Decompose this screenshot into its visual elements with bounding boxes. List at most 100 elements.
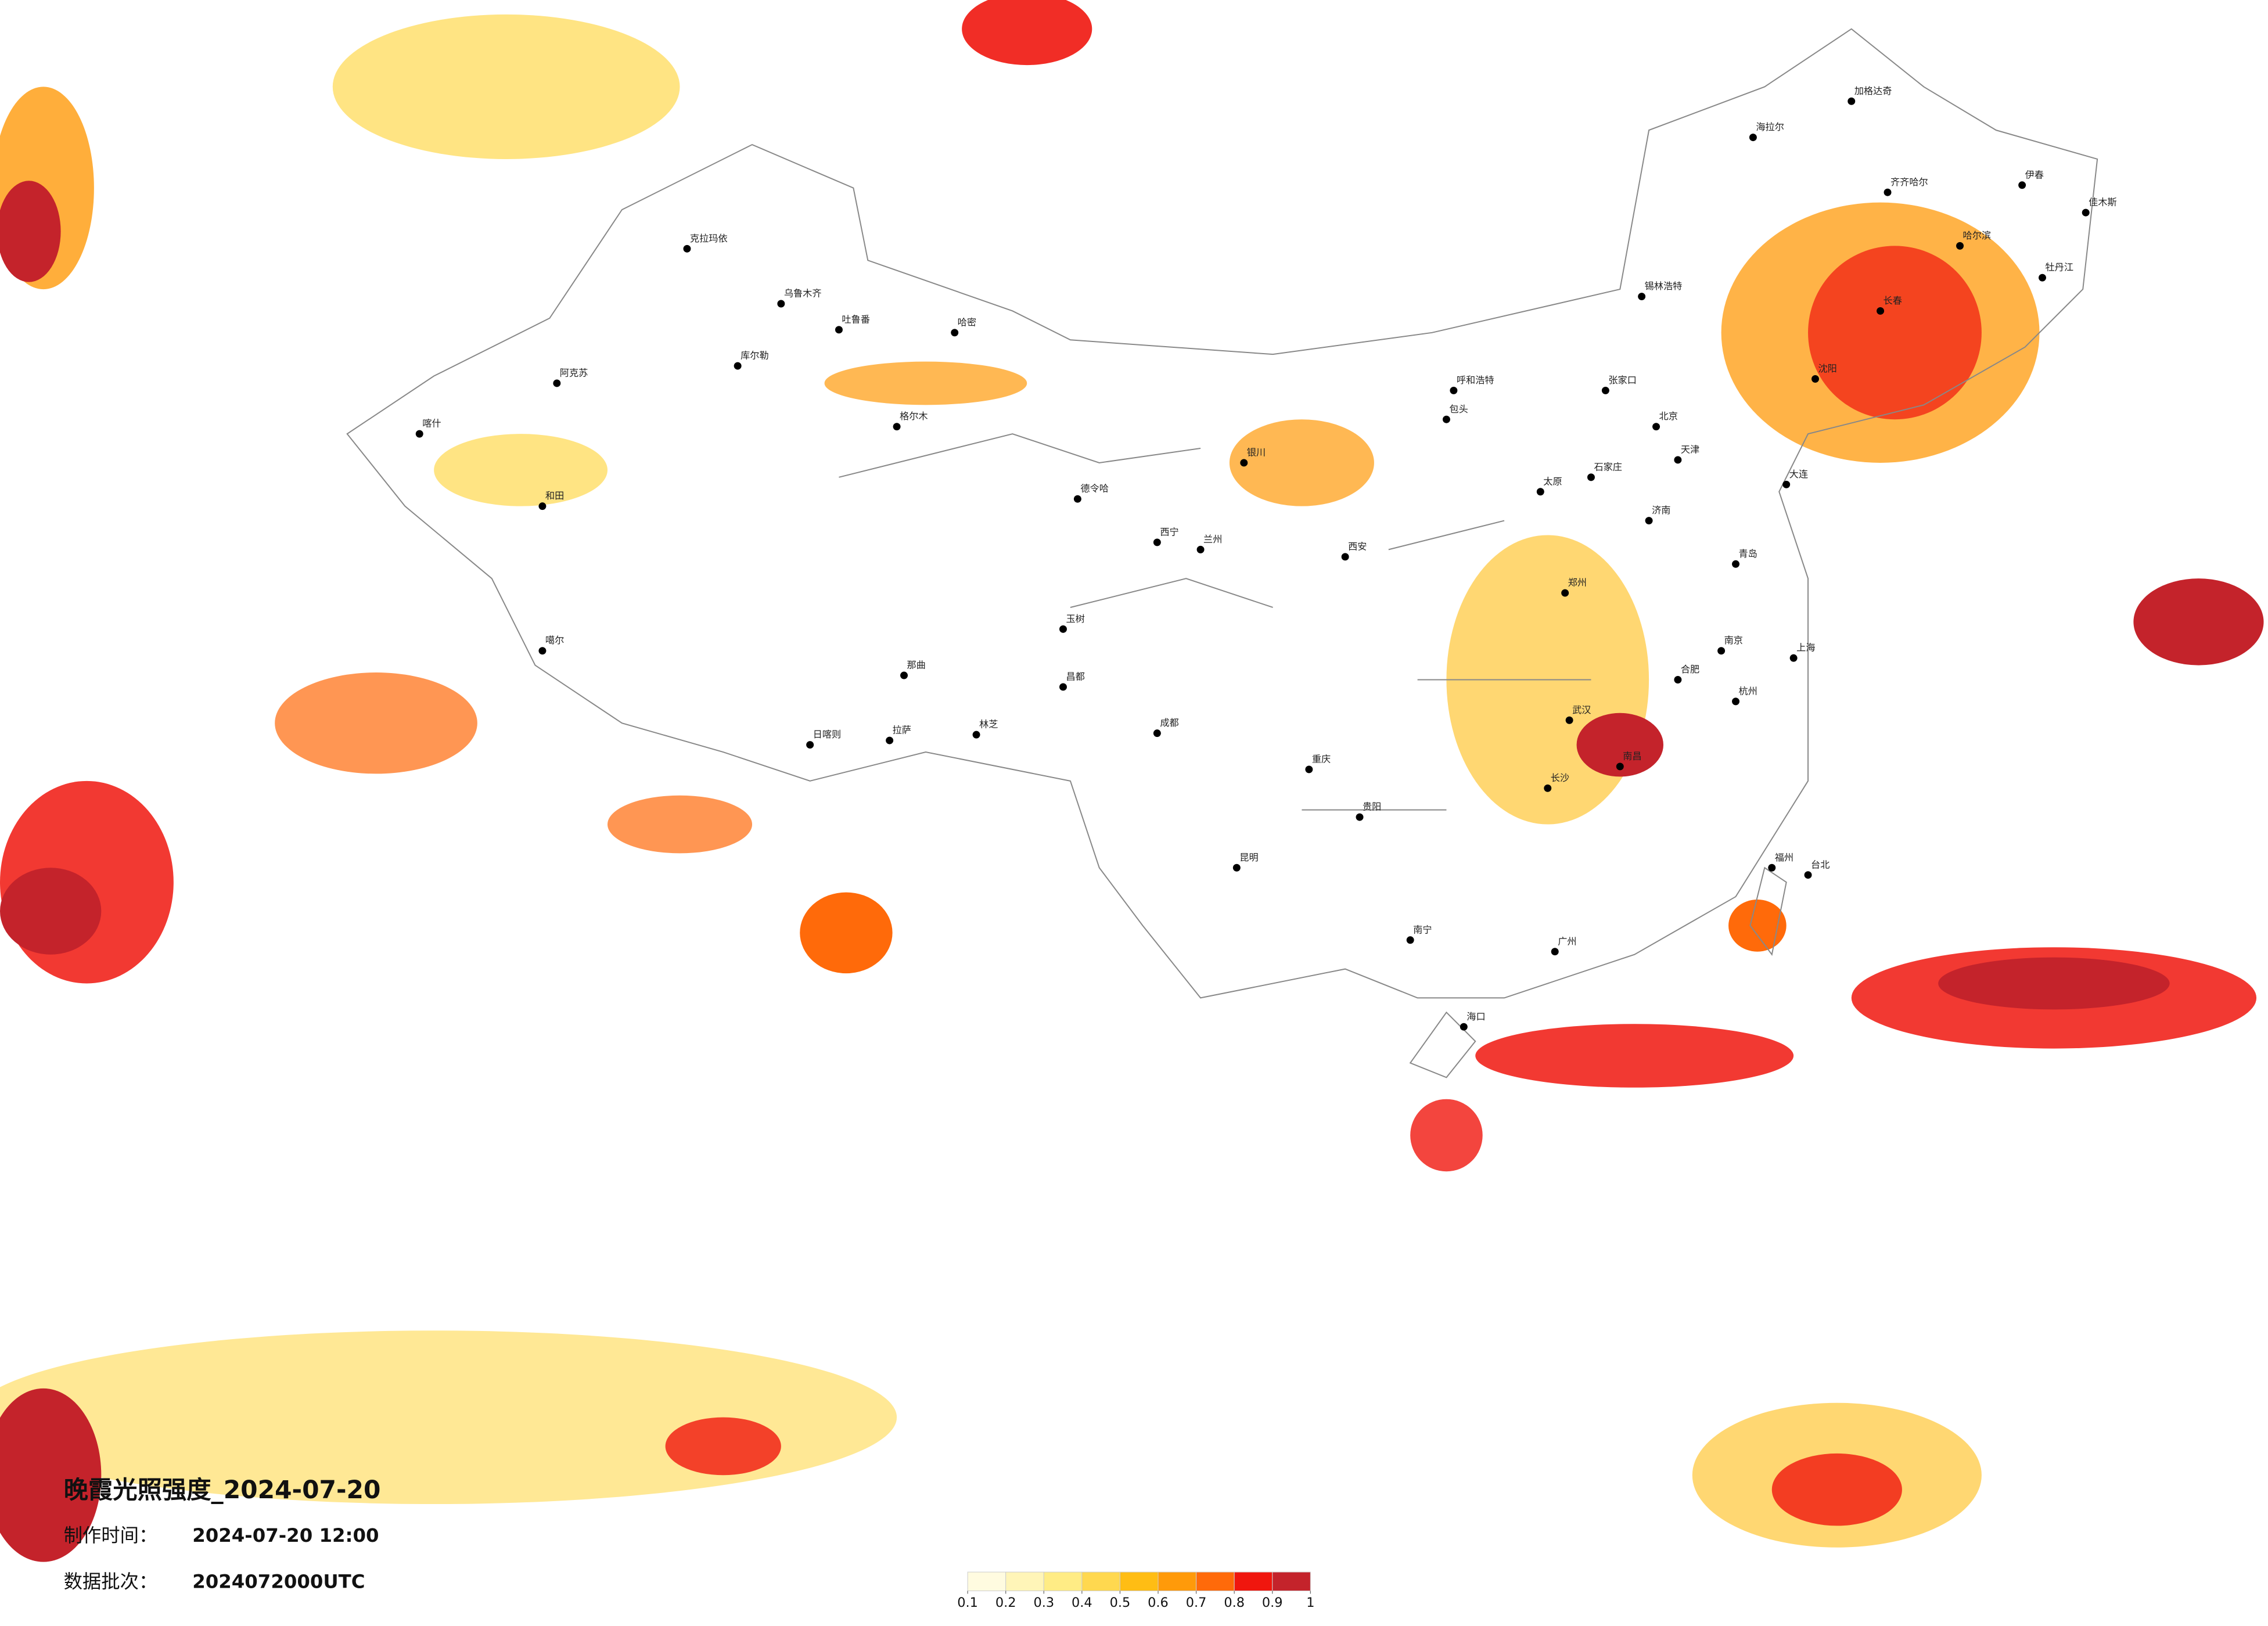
heat-layer	[0, 0, 2264, 1562]
colorbar-tick-label: 0.3	[1033, 1595, 1054, 1610]
city-label: 哈尔滨	[1963, 230, 1992, 241]
colorbar-tick-label: 0.5	[1110, 1595, 1131, 1610]
city-dot	[2018, 181, 2026, 189]
city-dot	[972, 731, 980, 739]
city-label: 阿克苏	[560, 368, 588, 379]
city-dot	[1732, 560, 1739, 568]
city-dot	[2039, 274, 2046, 282]
city-label: 喀什	[422, 418, 441, 429]
city-label: 青岛	[1739, 548, 1757, 559]
city-label: 长春	[1884, 295, 1902, 306]
city-label: 郑州	[1568, 577, 1587, 588]
city-dot	[734, 362, 742, 370]
city-dot	[1551, 948, 1559, 956]
city-label: 杭州	[1739, 685, 1757, 696]
city-dot	[777, 300, 785, 308]
city-dot	[683, 244, 691, 253]
city-label: 哈密	[958, 316, 976, 328]
city-dot	[1073, 495, 1081, 503]
city-dot	[1638, 293, 1646, 301]
city-dot	[1153, 538, 1161, 546]
batch-label: 数据批次：	[64, 1570, 158, 1592]
city-dot	[1059, 683, 1067, 691]
city-label: 锡林浩特	[1645, 280, 1683, 292]
city-dot	[1356, 813, 1364, 821]
city-dot	[538, 647, 547, 655]
city-label: 贵阳	[1363, 801, 1381, 812]
city-label: 日喀则	[813, 729, 842, 740]
colorbar-swatch	[1158, 1571, 1197, 1591]
city-label: 成都	[1160, 717, 1178, 728]
made-label: 制作时间：	[64, 1524, 158, 1546]
city-label: 台北	[1811, 859, 1830, 870]
city-label: 西安	[1348, 541, 1367, 552]
city-label: 大连	[1789, 469, 1808, 480]
colorbar-tick-label: 0.2	[995, 1595, 1016, 1610]
city-dot	[1565, 716, 1573, 724]
city-label: 长沙	[1551, 772, 1569, 783]
city-dot	[1232, 864, 1241, 872]
city-label: 玉树	[1066, 613, 1084, 624]
city-dot	[1240, 459, 1248, 467]
city-label: 佳木斯	[2089, 197, 2117, 208]
city-dot	[1732, 697, 1739, 706]
city-dot	[835, 326, 843, 334]
city-label: 噶尔	[545, 635, 564, 646]
colorbar-tick-label: 0.1	[957, 1595, 978, 1610]
city-label: 吐鲁番	[842, 314, 870, 325]
city-dot	[1196, 545, 1205, 553]
city-dot	[1884, 188, 1892, 196]
city-dot	[1749, 134, 1757, 142]
city-dot	[415, 430, 423, 438]
city-dot	[1804, 871, 1812, 879]
city-label: 福州	[1775, 852, 1793, 863]
city-label: 南昌	[1623, 750, 1641, 761]
colorbar-swatch	[1081, 1571, 1120, 1591]
city-label: 兰州	[1203, 534, 1222, 545]
city-label: 齐齐哈尔	[1890, 177, 1928, 188]
city-dot	[1305, 765, 1313, 774]
city-label: 合肥	[1681, 664, 1699, 675]
city-label: 济南	[1652, 505, 1670, 516]
colorbar-swatch	[1043, 1571, 1083, 1591]
city-dot	[1652, 423, 1660, 431]
city-dot	[900, 671, 908, 679]
made-time: 2024-07-20 12:00	[192, 1524, 379, 1546]
city-label: 乌鲁木齐	[784, 288, 822, 299]
city-label: 太原	[1543, 476, 1562, 487]
city-label: 北京	[1659, 411, 1678, 422]
city-dot	[1789, 654, 1798, 662]
city-dot	[553, 379, 561, 387]
borders	[346, 28, 2098, 1078]
city-dot	[1460, 1023, 1468, 1031]
city-dot	[2082, 208, 2090, 217]
city-dot	[1587, 473, 1595, 481]
city-dot	[806, 741, 814, 749]
colorbar-swatch	[1234, 1571, 1273, 1591]
city-label: 上海	[1796, 642, 1815, 653]
colorbar-swatch	[967, 1571, 1007, 1591]
city-dot	[1877, 307, 1885, 315]
city-label: 天津	[1681, 444, 1699, 455]
city-dot	[1406, 936, 1414, 944]
city-dot	[1956, 242, 1964, 250]
city-label: 广州	[1558, 936, 1576, 947]
city-label: 南京	[1724, 635, 1743, 646]
batch: 2024072000UTC	[192, 1570, 365, 1592]
city-label: 和田	[545, 490, 564, 501]
colorbar-tick-label: 1	[1306, 1595, 1314, 1610]
city-label: 拉萨	[893, 725, 911, 736]
city-dot	[1717, 647, 1726, 655]
city-label: 重庆	[1312, 753, 1331, 764]
city-dot	[1616, 762, 1624, 771]
city-dot	[1768, 864, 1776, 872]
city-label: 克拉玛依	[690, 233, 728, 244]
city-label: 南宁	[1413, 924, 1432, 935]
city-label: 德令哈	[1080, 483, 1109, 494]
city-label: 呼和浩特	[1457, 375, 1494, 386]
city-label: 海拉尔	[1756, 121, 1784, 132]
city-label: 林芝	[979, 719, 998, 730]
colorbar-swatch	[1272, 1571, 1311, 1591]
